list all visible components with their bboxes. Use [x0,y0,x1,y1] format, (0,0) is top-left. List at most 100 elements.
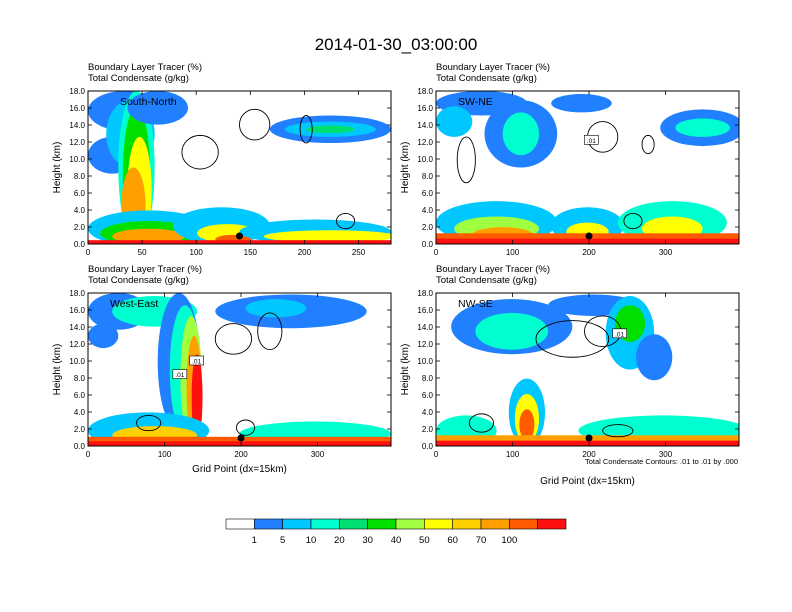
field-region [475,312,549,350]
colorbar-label: 60 [447,535,458,546]
colorbar-label: 5 [280,535,285,546]
field-region [436,238,739,244]
panel-top-left: Boundary Layer Tracer (%)Total Condensat… [52,62,392,257]
y-tick-label: 14.0 [69,323,85,332]
y-tick-label: 4.0 [74,206,86,215]
field-region [436,440,739,446]
x-tick-label: 0 [86,450,91,459]
x-tick-label: 200 [298,248,312,257]
y-tick-label: 8.0 [422,374,434,383]
field-region [263,230,391,243]
panel-title-condensate: Total Condensate (g/kg) [436,275,537,286]
contour-label: .01 [615,331,624,338]
y-tick-label: 8.0 [422,172,434,181]
condensate-contour [239,108,271,141]
colorbar-label: 20 [334,535,345,546]
colorbar-label: 50 [419,535,430,546]
y-tick-label: 10.0 [69,357,85,366]
y-tick-label: 18.0 [69,87,85,96]
panel-title-tracer: Boundary Layer Tracer (%) [88,62,202,73]
y-tick-label: 16.0 [417,104,433,113]
x-tick-label: 100 [190,248,204,257]
contour-label-box [612,328,627,339]
field-region [519,409,535,440]
colorbar-swatch [225,518,255,530]
condensate-contour [136,414,162,432]
field-region [88,240,391,244]
panel-title-condensate: Total Condensate (g/kg) [436,73,537,84]
location-marker [585,232,593,240]
y-tick-label: 10.0 [417,357,433,366]
panel-label: South-North [120,96,177,108]
colorbar-label: 70 [476,535,487,546]
colorbar-label: 30 [362,535,373,546]
x-tick-label: 200 [582,450,596,459]
field-region [551,94,612,113]
x-tick-label: 150 [244,248,258,257]
tracer-field [88,293,391,446]
contour-label: .01 [175,372,184,379]
x-tick-label: 0 [434,248,439,257]
y-tick-label: 12.0 [69,138,85,147]
y-axis-label: Height (km) [52,142,63,194]
y-tick-label: 6.0 [422,391,434,400]
colorbar-swatch [395,518,425,530]
colorbar-label: 100 [501,535,517,546]
y-tick-label: 4.0 [422,206,434,215]
condensate-contour [468,413,495,433]
panel-label: NW-SE [458,298,493,310]
y-tick-label: 18.0 [417,87,433,96]
colorbar-swatch [339,518,368,530]
panel-bottom-left: Boundary Layer Tracer (%)Total Condensat… [52,264,392,475]
plot-frame [87,90,392,245]
panel-title-tracer: Boundary Layer Tracer (%) [88,264,202,275]
x-axis-label: Grid Point (dx=15km) [540,476,635,487]
panel-bottom-right: Boundary Layer Tracer (%)Total Condensat… [400,264,740,487]
figure-title: 2014-01-30_03:00:00 [315,35,478,54]
field-region [635,334,673,381]
condensate-contour [456,136,476,184]
y-axis-label: Height (km) [400,344,411,396]
plot-frame [435,292,740,447]
panel-title-tracer: Boundary Layer Tracer (%) [436,264,550,275]
colorbar-swatch [310,518,340,530]
field-region [245,299,307,318]
colorbar-swatch [424,518,453,530]
y-tick-label: 12.0 [69,340,85,349]
x-tick-label: 300 [311,450,325,459]
contour-note: Total Condensate Contours: .01 to .01 by… [585,457,738,466]
field-region [112,228,185,244]
condensate-contour [641,134,655,155]
condensate-contour [181,134,219,170]
contour-label: .01 [192,359,201,366]
location-marker [585,434,593,442]
y-tick-label: 18.0 [417,289,433,298]
y-tick-label: 14.0 [417,121,433,130]
condensate-contour [623,212,643,230]
tracer-field [436,293,739,446]
contour-label-box [189,355,204,366]
condensate-contour [257,312,283,351]
x-tick-label: 300 [659,450,673,459]
panel-label: SW-NE [458,96,493,108]
x-tick-label: 100 [506,450,520,459]
x-tick-label: 100 [506,248,520,257]
field-region [306,125,355,134]
y-tick-label: 0.0 [422,240,434,249]
y-tick-label: 16.0 [69,306,85,315]
y-tick-label: 0.0 [74,442,86,451]
panel-title-condensate: Total Condensate (g/kg) [88,73,189,84]
tracer-field [88,91,391,244]
y-tick-label: 12.0 [417,340,433,349]
y-tick-label: 16.0 [69,104,85,113]
y-tick-label: 14.0 [417,323,433,332]
colorbar-label: 40 [391,535,402,546]
y-tick-label: 8.0 [74,172,86,181]
y-tick-label: 0.0 [74,240,86,249]
colorbar-label: 1 [252,535,257,546]
location-marker [237,434,245,442]
field-region [127,91,188,125]
condensate-contour [535,320,610,358]
field-region [88,441,391,446]
